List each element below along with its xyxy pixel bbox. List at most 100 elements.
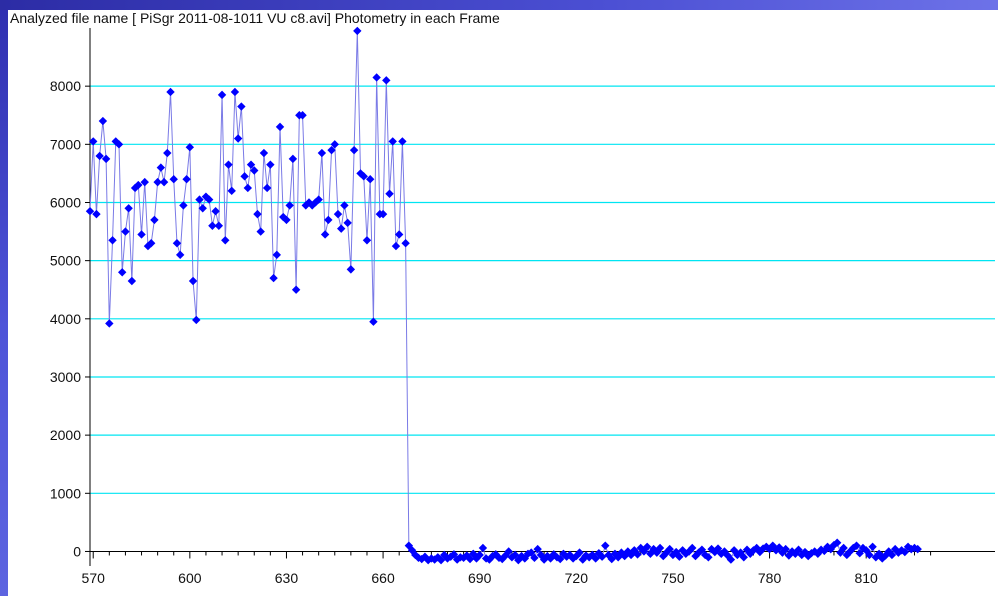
- data-point: [108, 236, 117, 245]
- data-point: [365, 175, 375, 184]
- data-point: [584, 553, 594, 562]
- data-point: [243, 183, 253, 193]
- data-point: [92, 209, 101, 219]
- data-point: [98, 116, 108, 126]
- data-point: [324, 215, 333, 225]
- data-point: [604, 550, 613, 560]
- data-point: [874, 549, 884, 558]
- data-point: [472, 554, 481, 563]
- data-point: [195, 195, 204, 204]
- data-point: [507, 553, 517, 562]
- data-point: [114, 140, 124, 149]
- y-tick-label: 7000: [50, 136, 81, 152]
- data-point: [501, 551, 510, 560]
- data-point: [172, 239, 182, 248]
- data-point: [665, 544, 674, 554]
- data-point: [362, 236, 372, 245]
- data-point: [736, 548, 745, 557]
- data-point: [333, 209, 343, 219]
- data-point: [140, 177, 149, 187]
- data-point: [372, 73, 381, 82]
- data-point: [237, 102, 246, 111]
- data-point: [855, 549, 864, 558]
- data-point: [327, 145, 336, 155]
- data-point: [813, 549, 823, 558]
- data-point: [217, 90, 227, 100]
- data-point: [800, 547, 810, 557]
- data-point: [163, 148, 172, 158]
- data-point: [591, 554, 600, 563]
- data-point: [401, 239, 410, 248]
- data-point: [182, 175, 191, 184]
- y-tick-label: 3000: [50, 369, 81, 385]
- data-point: [514, 555, 523, 565]
- y-tick-label: 5000: [50, 253, 81, 269]
- tick-label-layer: 0 1000 2000 3000 4000 5000 6000 7000 8000 570 600 6…: [50, 78, 878, 586]
- data-point: [887, 550, 897, 560]
- data-point: [475, 550, 484, 560]
- data-point: [188, 276, 198, 286]
- data-point: [275, 122, 285, 132]
- data-point: [546, 554, 555, 563]
- data-point: [417, 554, 426, 564]
- data-point: [423, 555, 433, 565]
- data-point: [717, 549, 726, 558]
- data-point: [233, 134, 243, 143]
- data-point: [89, 137, 98, 146]
- data-point: [697, 545, 707, 554]
- data-point: [146, 239, 156, 248]
- data-point: [359, 172, 368, 181]
- data-point: [520, 554, 529, 563]
- data-point: [262, 183, 272, 193]
- data-point: [562, 552, 571, 561]
- data-point: [781, 544, 790, 554]
- data-point: [907, 544, 916, 554]
- data-point: [575, 548, 584, 557]
- data-point: [556, 554, 565, 564]
- data-point: [253, 209, 262, 219]
- data-point: [436, 555, 446, 565]
- data-point: [343, 218, 352, 228]
- chart-title: Analyzed file name [ PiSgr 2011-08-1011 …: [10, 10, 500, 26]
- data-point: [797, 550, 806, 560]
- data-point: [729, 546, 739, 555]
- data-point: [610, 549, 620, 558]
- data-point: [127, 276, 137, 286]
- data-point: [852, 541, 861, 550]
- left-side-band: [0, 0, 8, 596]
- data-point: [378, 209, 388, 219]
- data-point: [175, 250, 185, 260]
- data-point: [198, 204, 207, 213]
- data-point: [388, 137, 397, 146]
- data-point: [185, 143, 195, 152]
- data-point: [533, 544, 542, 554]
- data-point: [230, 87, 240, 97]
- data-point: [607, 554, 616, 564]
- data-point: [192, 315, 201, 325]
- data-point: [269, 273, 278, 283]
- data-point: [282, 215, 291, 225]
- data-point: [291, 285, 301, 294]
- data-point: [868, 542, 877, 552]
- data-point: [784, 551, 794, 560]
- data-point: [671, 547, 681, 557]
- grid-layer: [90, 85, 995, 494]
- data-point: [762, 542, 771, 552]
- x-tick-label: 630: [275, 570, 299, 586]
- data-point: [272, 250, 281, 260]
- data-point: [204, 195, 214, 204]
- x-tick-label: 750: [661, 570, 685, 586]
- data-point: [443, 554, 452, 563]
- data-point: [121, 227, 130, 236]
- x-tick-label: 780: [758, 570, 782, 586]
- data-point: [166, 87, 175, 97]
- data-point: [227, 186, 236, 196]
- data-point: [337, 224, 346, 233]
- data-point: [449, 550, 459, 559]
- data-point: [298, 111, 307, 120]
- data-point: [259, 148, 269, 158]
- data-point: [749, 546, 758, 555]
- data-point: [498, 554, 507, 564]
- data-point: [739, 553, 748, 562]
- data-point: [85, 207, 95, 216]
